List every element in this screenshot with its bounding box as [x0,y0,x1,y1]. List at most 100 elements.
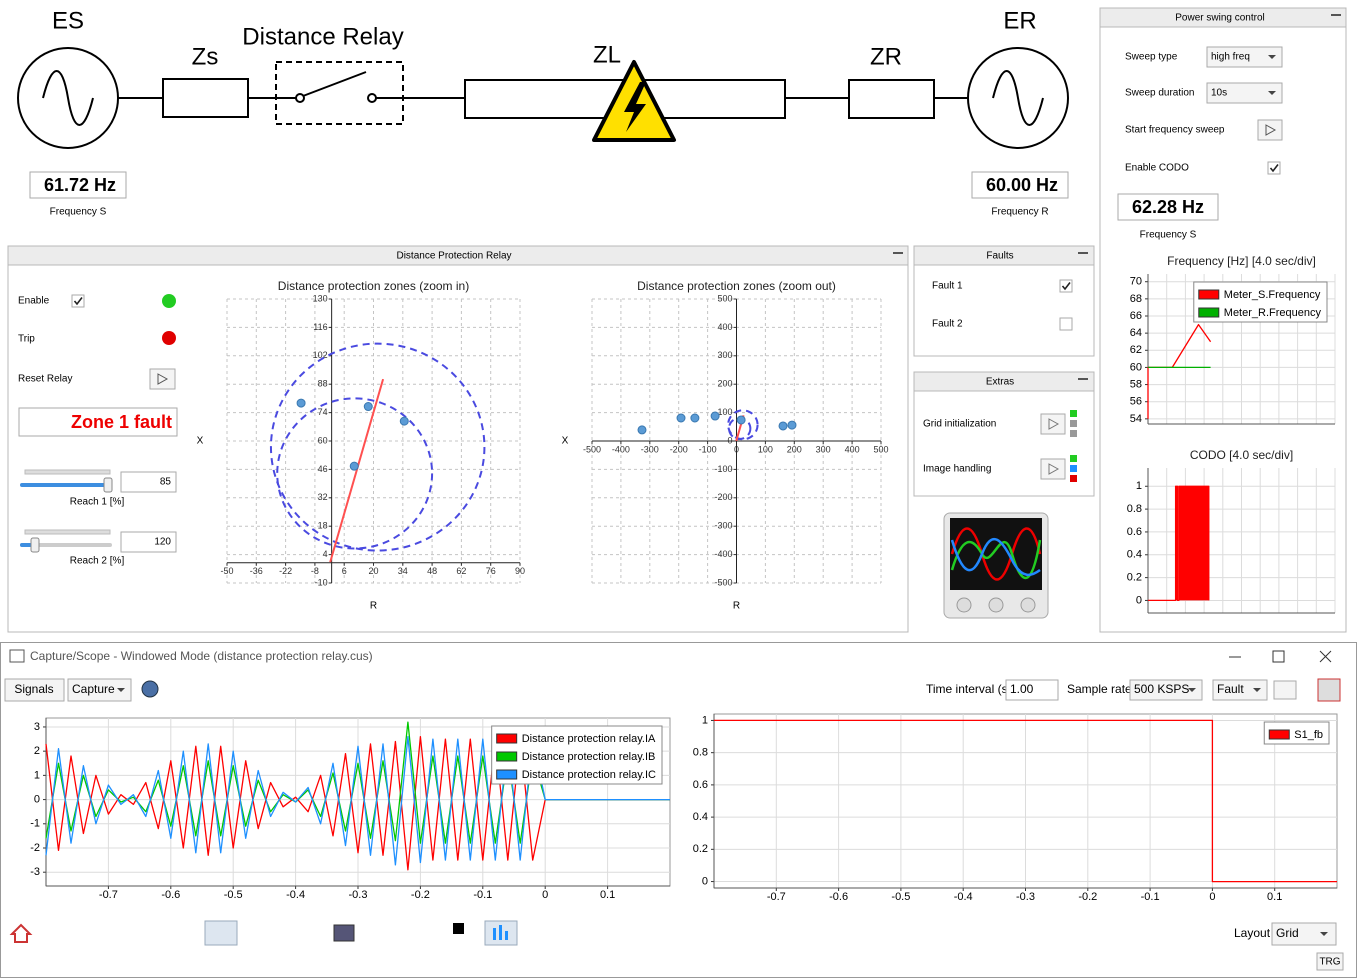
series-line [714,719,1337,883]
y-tick-label: 60 [1130,361,1142,373]
impedance-label: ZR [870,43,902,70]
x-axis-label: R [370,601,377,612]
legend-label: Meter_S.Frequency [1224,289,1321,301]
play-button[interactable] [149,368,176,390]
window-icon [9,649,25,663]
x-tick-label: -400 [612,444,630,454]
toolbar-icon[interactable] [453,923,464,934]
panel-title: Power swing control [1175,13,1264,24]
x-tick-label: -22 [279,566,292,576]
toolbar-icon [499,925,502,940]
y-tick-label: 0 [702,875,708,887]
play-button[interactable] [1040,413,1066,435]
maximize-button[interactable] [1272,650,1285,663]
dropdown[interactable] [1129,679,1203,701]
slider-thumb[interactable] [103,477,113,493]
frequency-label: Frequency S [50,207,107,218]
panel-title: Distance Protection Relay [396,251,511,262]
legend-swatch [496,733,518,744]
checkbox[interactable] [71,294,85,308]
x-tick-label: -0.2 [1078,891,1097,903]
series-line [45,735,670,871]
close-button[interactable] [1319,650,1332,663]
legend-swatch [1198,307,1220,318]
play-icon [1048,418,1060,430]
check-mark [1061,282,1071,291]
toolbar-button[interactable] [204,920,238,946]
legend-label: Distance protection relay.IA [522,733,656,745]
play-icon [1048,463,1060,475]
x-tick-label: -500 [583,444,601,454]
y-tick-label: 70 [1130,276,1142,288]
source-label: ER [1003,7,1036,34]
slider-track[interactable] [20,483,112,487]
chart-title: Frequency [Hz] [4.0 sec/div] [1167,254,1316,268]
dropdown[interactable] [1271,922,1337,946]
x-tick-label: 0 [1209,891,1215,903]
dropdown[interactable] [1212,679,1268,701]
impedance-block [848,79,935,119]
y-tick-label: 0.8 [693,747,708,759]
checkbox[interactable] [1267,161,1281,175]
window-title: Capture/Scope - Windowed Mode (distance … [30,649,373,663]
panel-header [913,371,1095,392]
slider-track[interactable] [20,543,112,547]
chart-title: CODO [4.0 sec/div] [1190,448,1293,462]
y-tick-label: 0 [1136,594,1142,606]
series-line [1148,485,1210,602]
protection-zone [276,397,434,550]
impedance-point [690,413,700,423]
play-button[interactable] [1040,458,1066,480]
impedance-point [363,402,373,412]
field-label: Fault 2 [932,319,963,330]
field-label: Image handling [923,464,991,475]
y-axis-label: X [197,436,204,447]
play-icon [157,373,169,385]
field-label: Start frequency sweep [1125,125,1225,136]
impedance-point [676,413,686,423]
legend-label: Meter_R.Frequency [1224,307,1322,319]
checkbox[interactable] [1059,279,1073,293]
status-text: TRG [1319,957,1340,968]
indicator [1070,475,1077,482]
field-label: Time interval (s) [926,682,1012,696]
settings-icon[interactable] [141,680,159,698]
indicator [1070,430,1077,437]
dropdown[interactable] [1206,82,1283,104]
x-tick-label: -0.5 [224,889,243,901]
check-mark [1269,164,1279,173]
menu-button[interactable] [4,678,65,702]
y-tick-label: -1 [30,818,40,830]
dropdown-arrow [1320,932,1328,936]
frequency-display [1117,193,1219,221]
number-input[interactable] [1005,679,1059,701]
x-tick-label: 0.1 [600,889,615,901]
play-button[interactable] [1257,119,1283,141]
y-tick-label: 0 [34,793,40,805]
field-label: Sweep duration [1125,88,1195,99]
y-tick-label: 68 [1130,293,1142,305]
toolbar-icon[interactable] [333,924,355,942]
dropdown-arrow [1268,91,1276,95]
toolbar-button[interactable] [1317,678,1341,702]
checkbox[interactable] [1059,317,1073,331]
field-label: Grid initialization [923,419,996,430]
legend [491,725,663,785]
dropdown-value: high freq [1211,52,1250,63]
menu-button[interactable] [67,678,132,702]
dropdown-value: 500 KSPS [1134,682,1189,696]
y-tick-label: 74 [318,407,328,417]
toolbar-icon [505,931,508,940]
y-tick-label: -100 [714,464,732,474]
series-line [45,735,670,866]
number-input[interactable] [120,471,177,493]
number-input[interactable] [120,531,177,553]
home-button[interactable] [9,923,33,943]
x-tick-label: -0.7 [99,889,118,901]
frequency-value: 60.00 Hz [986,175,1058,195]
dropdown[interactable] [1206,46,1283,68]
x-tick-label: -0.2 [411,889,430,901]
slider-thumb[interactable] [30,537,40,553]
y-tick-label: 200 [717,379,732,389]
toolbar-button[interactable] [1273,680,1297,700]
